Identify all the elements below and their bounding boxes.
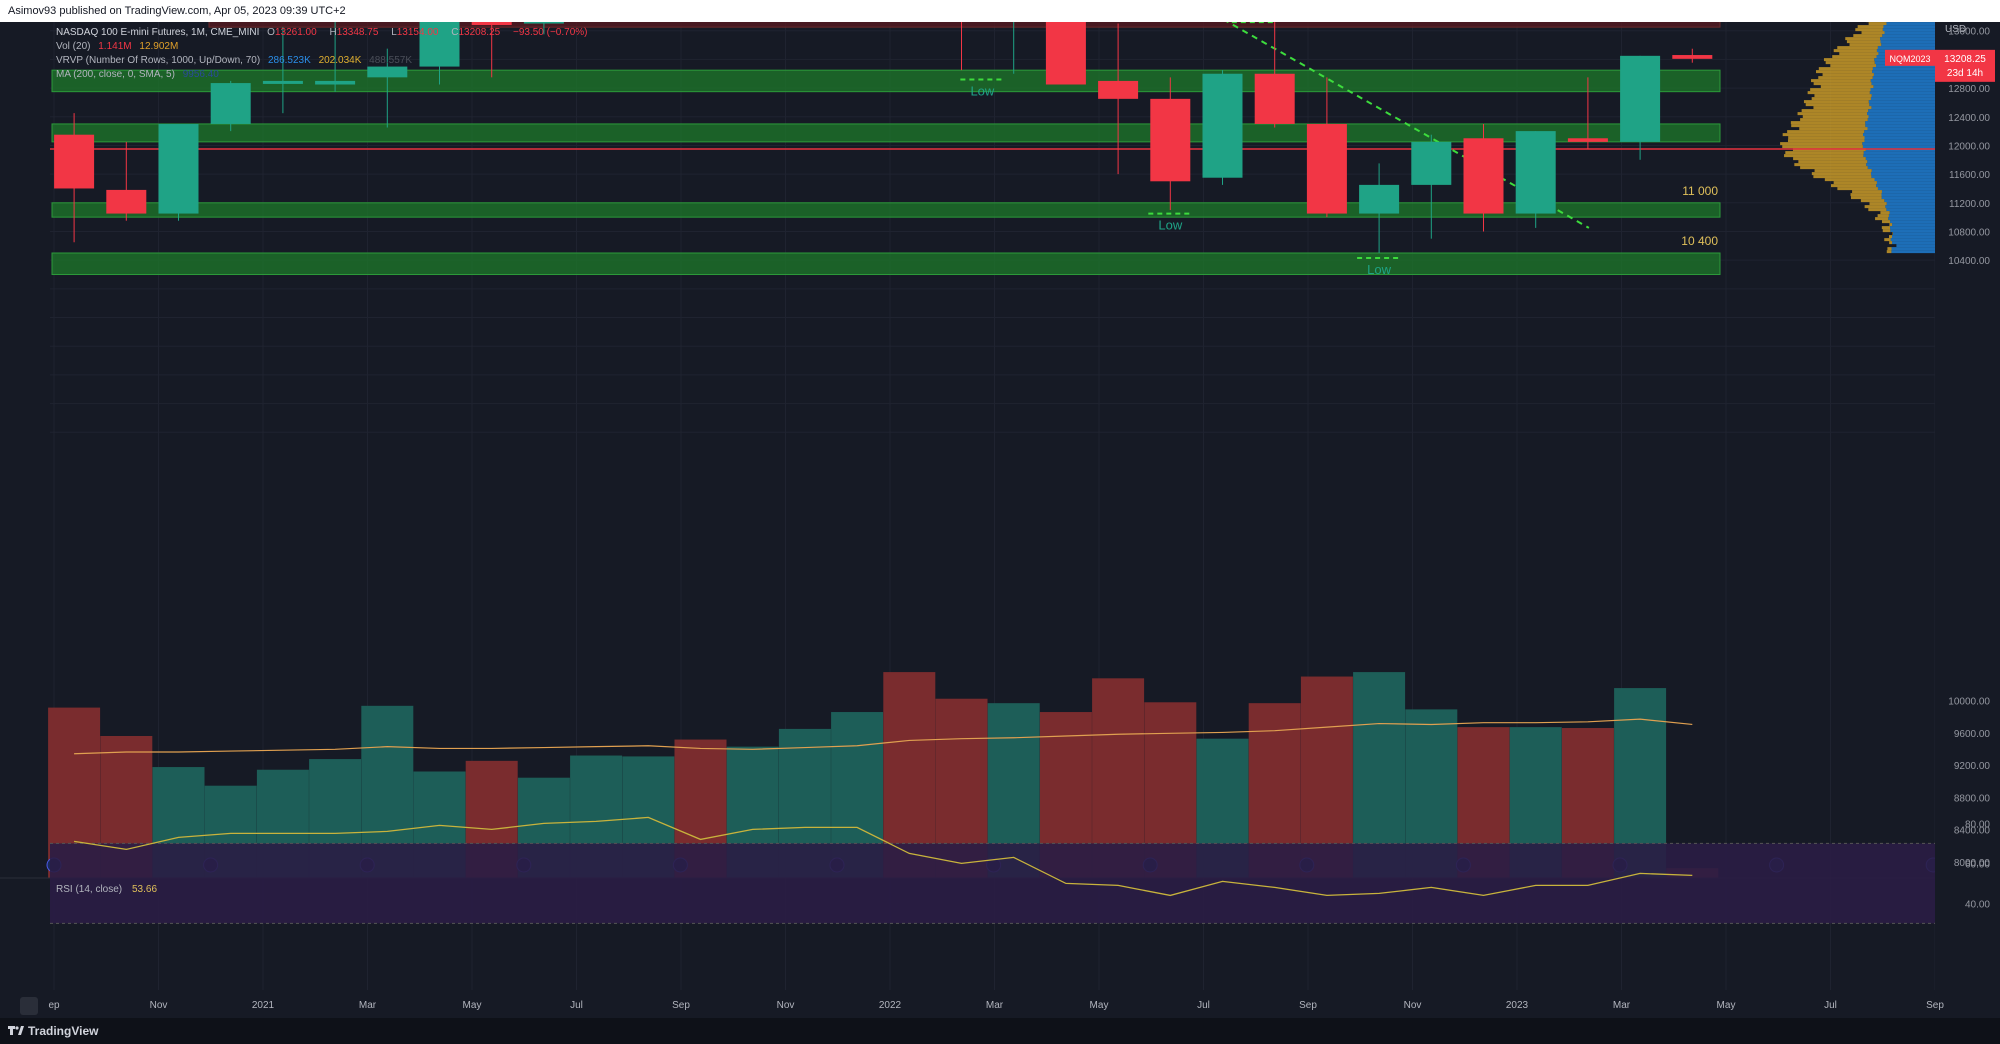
marker-label-low: Low: [1158, 218, 1182, 233]
price-tick-label: 11600.00: [1949, 170, 1990, 181]
candle-body: [523, 22, 564, 24]
candle-body: [1306, 123, 1347, 214]
candle-body: [54, 134, 95, 189]
legend-symbol: NASDAQ 100 E-mini Futures, 1M, CME_MINI …: [56, 27, 588, 38]
candle-body: [367, 66, 408, 78]
ohlc-low: 13154.00: [396, 27, 439, 38]
time-tick-label: May: [1717, 1000, 1736, 1011]
sr-zone: [51, 69, 1721, 93]
time-tick-label: Jul: [1824, 1000, 1837, 1011]
level-label: 10 400: [1681, 234, 1718, 248]
time-tick-label: May: [1090, 1000, 1109, 1011]
tradingview-logo-icon: [8, 1026, 24, 1035]
legend-ma: MA (200, close, 0, SMA, 5) 9956.40: [56, 69, 219, 80]
price-tick-label: 8800.00: [1954, 793, 1991, 804]
rsi-tick-label: 80.00: [1965, 819, 1990, 830]
time-axis: [0, 990, 2000, 1018]
candle-body: [315, 80, 356, 85]
time-tick-label: 2021: [252, 1000, 275, 1011]
sr-zone: [208, 22, 1721, 28]
candle-body: [158, 123, 199, 214]
candle-body: [1045, 22, 1086, 85]
price-tick-label: 12800.00: [1948, 84, 1990, 95]
volume-profile: [1780, 22, 1935, 254]
sr-zone: [51, 123, 1721, 143]
legend-vrvp: VRVP (Number Of Rows, 1000, Up/Down, 70)…: [56, 55, 412, 66]
time-tick-label: Nov: [1404, 1000, 1422, 1011]
last-price-text: 13208.25: [1944, 54, 1986, 65]
last-price-tag: [1935, 49, 1995, 82]
marker-label-low: Low: [970, 83, 994, 98]
footer-brand: TradingView: [0, 1018, 2000, 1044]
price-tick-label: 11200.00: [1949, 199, 1990, 210]
time-tick-label: Jul: [570, 1000, 583, 1011]
countdown-text: 23d 14h: [1947, 68, 1983, 79]
marker-label-low: Low: [1367, 262, 1391, 277]
time-tick-label: Sep: [1299, 1000, 1317, 1011]
time-tick-label: May: [463, 1000, 482, 1011]
candle-body: [1463, 138, 1504, 214]
scroll-handle-icon: [20, 997, 38, 1015]
rsi-tick-label: 60.00: [1965, 859, 1990, 870]
candle-body: [210, 83, 251, 124]
symbol-badge-text: NQM2023: [1889, 54, 1930, 64]
rsi-value: 53.66: [132, 884, 157, 895]
rsi-line: [74, 816, 1693, 897]
symbol-badge: [1885, 49, 1935, 66]
time-tick-label: Jul: [1197, 1000, 1210, 1011]
legend-volume: Vol (20) 1.141M 12.902M: [56, 41, 179, 52]
currency-label: USD: [1945, 24, 1966, 35]
price-tick-label: 12000.00: [1948, 141, 1990, 152]
candle-body: [1515, 131, 1556, 214]
price-tick-label: 8400.00: [1954, 826, 1991, 837]
candle-body: [1150, 98, 1191, 182]
price-tick-label: 13600.00: [1948, 27, 1990, 38]
price-tick-label: 9200.00: [1954, 761, 1991, 772]
price-tick-label: 10800.00: [1948, 227, 1990, 238]
candle-body: [1567, 138, 1608, 142]
volume-ma-line: [74, 718, 1693, 755]
time-tick-label: Mar: [359, 1000, 377, 1011]
candle-body: [262, 80, 303, 84]
rsi-tick-label: 40.00: [1965, 899, 1990, 910]
ohlc-change: −93.50 (−0.70%): [512, 27, 588, 38]
ohlc-high: 13348.75: [336, 27, 379, 38]
time-tick-label: Sep: [1926, 1000, 1944, 1011]
price-tick-label: 10000.00: [1948, 697, 1990, 708]
ohlc-close: 13208.25: [458, 27, 501, 38]
time-tick-label: Sep: [672, 1000, 690, 1011]
price-tick-label: 9600.00: [1954, 729, 1991, 740]
candle-body: [106, 189, 147, 214]
time-tick-label: Mar: [1613, 1000, 1631, 1011]
price-tick-label: 10400.00: [1948, 256, 1990, 267]
candle-body: [1411, 141, 1452, 185]
footer-brand-text: TradingView: [28, 1024, 99, 1038]
time-tick-label: 2022: [879, 1000, 902, 1011]
price-tick-label: 8000.00: [1954, 858, 1991, 869]
symbol-title: NASDAQ 100 E-mini Futures, 1M, CME_MINI: [56, 27, 260, 38]
rsi-label: RSI (14, close): [56, 884, 122, 895]
time-tick-label: ep: [48, 1000, 60, 1011]
time-tick-label: Nov: [777, 1000, 795, 1011]
candle-body: [1359, 184, 1400, 214]
candle-body: [1202, 73, 1243, 178]
candle-body: [471, 22, 512, 25]
published-header: Asimov93 published on TradingView.com, A…: [0, 0, 2000, 22]
candle-body: [419, 22, 460, 67]
sr-zone: [51, 252, 1721, 276]
price-axis: [1935, 22, 2000, 1018]
time-tick-label: Mar: [986, 1000, 1004, 1011]
ohlc-open: 13261.00: [274, 27, 317, 38]
rsi-band: [50, 843, 1935, 924]
candle-body: [1254, 73, 1295, 124]
candle-body: [1620, 55, 1661, 142]
price-tick-label: 12400.00: [1948, 113, 1990, 124]
candle-body: [1098, 80, 1139, 99]
time-tick-label: 2023: [1506, 1000, 1529, 1011]
candle-body: [1672, 55, 1713, 59]
time-tick-label: Nov: [150, 1000, 168, 1011]
level-label: 11 000: [1682, 184, 1718, 198]
sr-zone: [51, 202, 1721, 218]
